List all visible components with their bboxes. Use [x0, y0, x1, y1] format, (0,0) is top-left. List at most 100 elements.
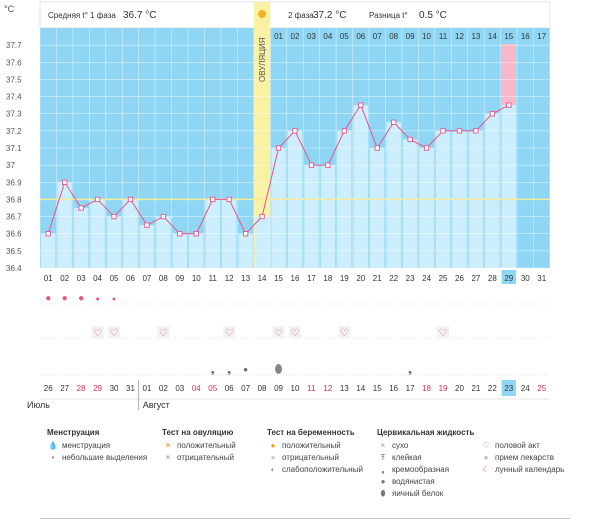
- temperature-point: [341, 128, 347, 134]
- temperature-point: [308, 162, 315, 168]
- diff-value: 0.5 °C: [419, 10, 447, 21]
- heart-icon: ♡: [482, 441, 490, 450]
- cycle-day-label: 04: [93, 274, 102, 283]
- calendar-date-label: 04: [192, 384, 201, 393]
- temperature-point: [456, 128, 463, 134]
- cycle-day-label: 27: [471, 274, 480, 283]
- phase2-day-label: 10: [422, 32, 431, 41]
- pill-icon: ●: [483, 453, 489, 462]
- sex-marker-bg: [338, 326, 351, 338]
- y-tick-label: 36.7: [6, 213, 22, 222]
- sex-marker-bg: [108, 326, 121, 338]
- cycle-day-label: 31: [537, 274, 546, 283]
- temperature-point: [226, 196, 232, 203]
- month-label-2: Август: [143, 400, 170, 410]
- temperature-point: [440, 128, 446, 134]
- cycle-day-label: 23: [406, 274, 415, 283]
- legend-title: Цервикальная жидкость: [377, 428, 475, 437]
- y-tick-label: 37.7: [6, 41, 22, 50]
- calendar-date-label: 24: [521, 384, 530, 393]
- calendar-date-label: 18: [422, 384, 431, 393]
- cycle-day-label: 30: [521, 274, 530, 283]
- legend-item: сухо: [392, 441, 409, 450]
- phase2-day-label: 02: [291, 32, 300, 41]
- calendar-date-label: 10: [291, 384, 300, 393]
- sex-marker-bg: [272, 326, 285, 338]
- calendar-date-label: 15: [373, 384, 382, 393]
- phase2-day-label: 12: [455, 32, 464, 41]
- temperature-point: [489, 111, 496, 117]
- temperature-point: [144, 222, 150, 228]
- temp-bar: [254, 216, 270, 268]
- calendar-date-label: 09: [274, 384, 283, 393]
- calendar-date-label: 11: [307, 384, 316, 393]
- y-axis-unit: °C: [4, 4, 15, 14]
- phase2-day-label: 06: [356, 32, 365, 41]
- cycle-day-label: 07: [142, 274, 151, 283]
- heart-icon: ♡: [274, 328, 283, 339]
- legend-item: клейкая: [392, 453, 422, 462]
- header-strip: [39, 1, 551, 29]
- creamy-icon: ❟: [381, 465, 385, 474]
- temperature-point: [242, 231, 249, 237]
- cycle-day-label: 05: [110, 274, 119, 283]
- y-tick-label: 36.6: [6, 230, 22, 239]
- legend-title: Тест на беременность: [267, 428, 355, 437]
- phase1-label: Средняя t° 1 фаза: [48, 11, 116, 20]
- calendar-date-label: 22: [488, 384, 497, 393]
- phase2-day-label: 03: [307, 32, 316, 41]
- cycle-day-label: 18: [323, 274, 332, 283]
- calendar-date-label: 29: [93, 384, 102, 393]
- sun-icon: [258, 10, 267, 18]
- cycle-day-label: 10: [192, 274, 201, 283]
- y-tick-label: 37.4: [6, 93, 22, 102]
- cycle-day-label: 24: [422, 274, 431, 283]
- legend-item: прием лекарств: [495, 453, 555, 462]
- watery-icon: ●: [380, 477, 386, 486]
- phase2-day-label: 07: [373, 32, 382, 41]
- temp-bar: [353, 105, 368, 269]
- phase2-day-label: 05: [340, 32, 349, 41]
- calendar-date-label: 17: [406, 384, 415, 393]
- creamy-icon: ❟: [211, 365, 215, 376]
- y-tick-label: 37.1: [6, 144, 22, 153]
- calendar-date-label: 20: [455, 384, 464, 393]
- legend-item: отрицательный: [177, 453, 234, 462]
- phase2-day-label: 15: [504, 32, 513, 41]
- calendar-date-label: 07: [241, 384, 250, 393]
- heart-icon: ♡: [225, 328, 234, 339]
- sticky-icon: Ŧ: [380, 453, 386, 462]
- menstruation-drop-icon: ●: [78, 293, 84, 304]
- watery-icon: ●: [243, 365, 248, 374]
- heart-icon: ♡: [159, 328, 168, 339]
- cycle-day-label: 03: [77, 274, 86, 283]
- temperature-point: [210, 196, 216, 203]
- legend-item: лунный календарь: [495, 465, 565, 474]
- temperature-point: [193, 231, 199, 237]
- legend-item: слабоположительный: [282, 465, 363, 474]
- heart-icon: ♡: [110, 328, 119, 339]
- sex-marker-bg: [223, 326, 236, 338]
- sex-marker-bg: [91, 326, 104, 338]
- test-weak-icon: ◐: [270, 465, 276, 474]
- y-tick-label: 36.9: [6, 178, 22, 187]
- drop-icon: 💧: [48, 441, 58, 450]
- temperature-point: [45, 231, 51, 237]
- legend-item: менструация: [62, 441, 111, 450]
- calendar-date-label: 19: [439, 384, 448, 393]
- temp-bar: [386, 122, 401, 269]
- temp-bar: [106, 216, 122, 268]
- calendar-date-label: 25: [537, 384, 546, 393]
- eggwhite-icon: [275, 364, 283, 374]
- eggwhite-icon: ⬮: [380, 489, 386, 498]
- phase2-day-label: 11: [439, 32, 448, 41]
- calendar-date-label: 14: [356, 384, 365, 393]
- sex-marker-bg: [288, 326, 301, 338]
- legend-item: небольшие выделения: [62, 453, 148, 462]
- temp-bar: [501, 105, 517, 269]
- menstruation-drop-icon: ●: [45, 293, 51, 304]
- highlight-date-box: [501, 380, 517, 396]
- phase2-day-label: 01: [274, 32, 283, 41]
- y-tick-label: 36.8: [6, 195, 22, 204]
- phase2-label: 2 фаза: [288, 11, 314, 20]
